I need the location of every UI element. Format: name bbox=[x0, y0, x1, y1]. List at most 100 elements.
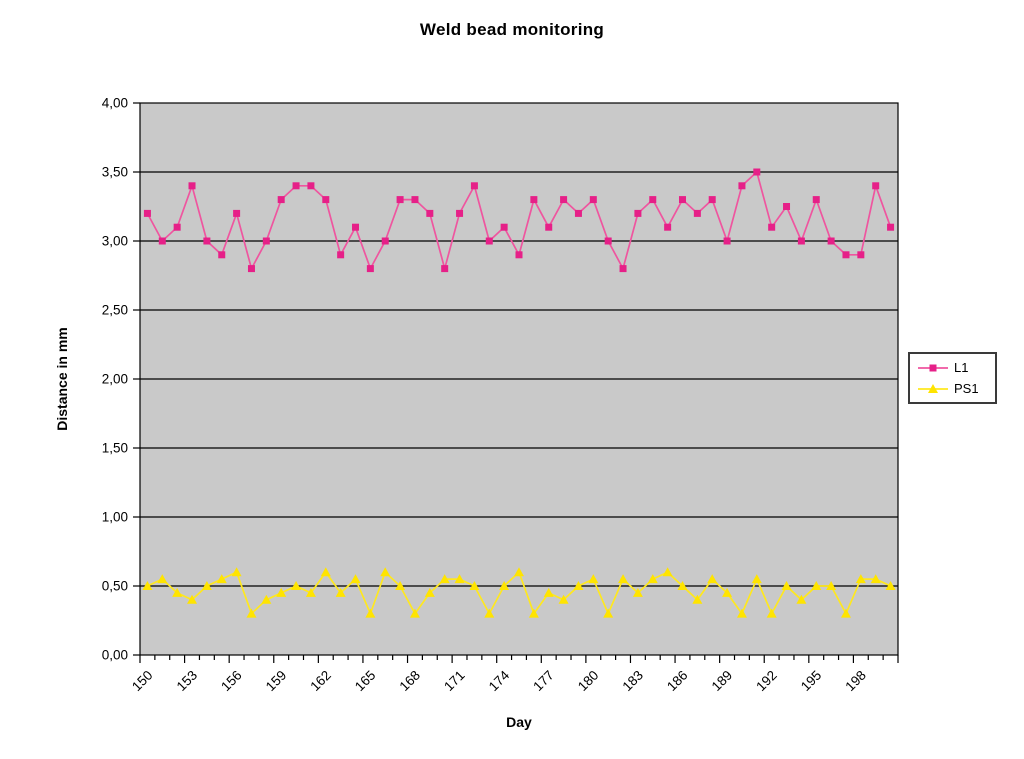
marker-ps1 bbox=[409, 608, 420, 618]
x-tick-label: 171 bbox=[441, 668, 468, 695]
marker-ps1 bbox=[246, 608, 257, 618]
marker-ps1 bbox=[424, 587, 435, 597]
legend-swatch-l1 bbox=[918, 364, 948, 371]
marker-ps1 bbox=[216, 574, 227, 584]
marker-l1 bbox=[723, 237, 731, 245]
y-tick-label: 1,00 bbox=[102, 510, 128, 525]
marker-ps1 bbox=[736, 608, 747, 618]
marker-l1 bbox=[247, 265, 255, 273]
marker-l1 bbox=[812, 196, 820, 204]
marker-l1 bbox=[485, 237, 493, 245]
x-tick-label: 183 bbox=[619, 668, 646, 695]
marker-ps1 bbox=[677, 581, 688, 590]
marker-ps1 bbox=[261, 594, 272, 604]
marker-l1 bbox=[262, 237, 270, 245]
marker-l1 bbox=[887, 223, 895, 231]
marker-ps1 bbox=[647, 574, 658, 584]
marker-ps1 bbox=[172, 587, 183, 597]
marker-l1 bbox=[515, 251, 523, 259]
marker-ps1 bbox=[335, 587, 346, 597]
marker-ps1 bbox=[454, 574, 465, 584]
marker-l1 bbox=[768, 223, 776, 231]
marker-ps1 bbox=[439, 574, 450, 584]
marker-ps1 bbox=[395, 581, 406, 590]
marker-ps1 bbox=[350, 574, 361, 584]
marker-ps1 bbox=[365, 608, 376, 618]
x-tick-label: 186 bbox=[664, 668, 691, 695]
marker-l1 bbox=[634, 209, 642, 217]
legend: L1 PS1 bbox=[908, 352, 997, 404]
marker-l1 bbox=[381, 237, 389, 245]
marker-ps1 bbox=[380, 567, 391, 577]
marker-l1 bbox=[872, 182, 880, 190]
marker-ps1 bbox=[766, 608, 777, 618]
marker-l1 bbox=[738, 182, 746, 190]
x-tick-label: 165 bbox=[352, 668, 379, 695]
marker-l1 bbox=[203, 237, 211, 245]
marker-l1 bbox=[470, 182, 478, 190]
marker-ps1 bbox=[632, 587, 643, 597]
marker-l1 bbox=[366, 265, 374, 273]
marker-l1 bbox=[545, 223, 553, 231]
marker-l1 bbox=[574, 209, 582, 217]
y-tick-label: 2,50 bbox=[102, 303, 128, 318]
chart-title: Weld bead monitoring bbox=[419, 20, 605, 39]
marker-ps1 bbox=[499, 581, 510, 590]
marker-ps1 bbox=[469, 581, 480, 590]
marker-l1 bbox=[307, 182, 315, 190]
marker-l1 bbox=[530, 196, 538, 204]
marker-l1 bbox=[797, 237, 805, 245]
marker-ps1 bbox=[885, 581, 896, 590]
x-tick-label: 153 bbox=[174, 668, 201, 695]
marker-l1 bbox=[411, 196, 419, 204]
marker-ps1 bbox=[707, 574, 718, 584]
marker-l1 bbox=[619, 265, 627, 273]
y-axis-title: Distance in mm bbox=[54, 327, 70, 431]
legend-label-l1: L1 bbox=[954, 360, 969, 375]
y-tick-label: 4,00 bbox=[102, 96, 128, 111]
y-tick-label: 0,00 bbox=[102, 648, 128, 663]
marker-l1 bbox=[158, 237, 166, 245]
marker-ps1 bbox=[796, 594, 807, 604]
x-tick-label: 168 bbox=[397, 668, 424, 695]
marker-l1 bbox=[693, 209, 701, 217]
marker-l1 bbox=[500, 223, 508, 231]
x-axis-title: Day bbox=[506, 714, 532, 730]
marker-ps1 bbox=[320, 567, 331, 577]
marker-ps1 bbox=[528, 608, 539, 618]
marker-l1 bbox=[426, 209, 434, 217]
x-tick-label: 159 bbox=[263, 668, 290, 695]
marker-l1 bbox=[456, 209, 464, 217]
marker-ps1 bbox=[514, 567, 524, 577]
marker-ps1 bbox=[603, 608, 614, 618]
y-tick-label: 0,50 bbox=[102, 579, 128, 594]
marker-ps1 bbox=[305, 587, 316, 597]
x-tick-label: 177 bbox=[530, 668, 557, 695]
marker-ps1 bbox=[276, 587, 287, 597]
marker-l1 bbox=[143, 209, 151, 217]
marker-ps1 bbox=[201, 581, 212, 590]
marker-ps1 bbox=[781, 581, 792, 590]
marker-ps1 bbox=[573, 581, 584, 590]
marker-l1 bbox=[827, 237, 835, 245]
marker-ps1 bbox=[826, 581, 837, 590]
marker-l1 bbox=[664, 223, 672, 231]
x-tick-label: 192 bbox=[753, 668, 780, 695]
marker-l1 bbox=[441, 265, 449, 273]
x-tick-label: 198 bbox=[842, 668, 869, 695]
marker-l1 bbox=[649, 196, 657, 204]
marker-ps1 bbox=[870, 574, 881, 584]
legend-item-ps1: PS1 bbox=[917, 381, 989, 396]
legend-swatch-ps1 bbox=[918, 383, 948, 393]
legend-item-l1: L1 bbox=[917, 360, 989, 375]
x-tick-label: 174 bbox=[486, 667, 513, 694]
marker-ps1 bbox=[751, 574, 762, 584]
marker-l1 bbox=[604, 237, 612, 245]
marker-ps1 bbox=[855, 574, 866, 584]
marker-l1 bbox=[857, 251, 865, 259]
marker-l1 bbox=[753, 168, 761, 176]
marker-l1 bbox=[589, 196, 597, 204]
marker-ps1 bbox=[484, 608, 495, 618]
marker-ps1 bbox=[558, 594, 569, 604]
legend-label-ps1: PS1 bbox=[954, 381, 979, 396]
